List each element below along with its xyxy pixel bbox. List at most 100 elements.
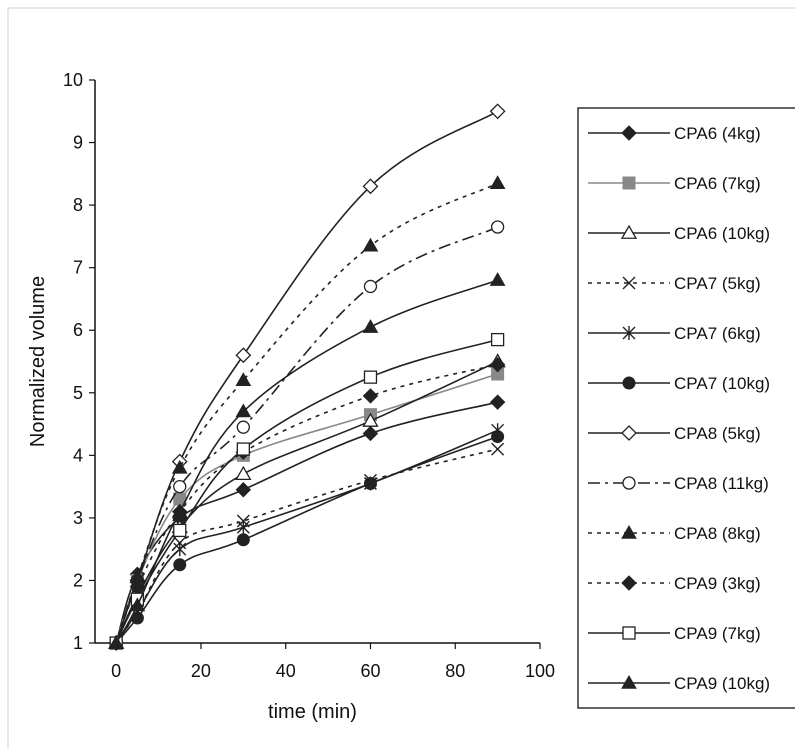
x-tick-label: 40: [276, 661, 296, 681]
legend-label: CPA7 (6kg): [674, 324, 761, 343]
legend-swatch-marker: [622, 326, 636, 340]
series-2: [109, 367, 505, 650]
data-point: [489, 103, 506, 120]
legend-label: CPA7 (5kg): [674, 274, 761, 293]
data-point: [235, 403, 252, 418]
x-axis-label: time (min): [268, 701, 357, 723]
y-axis-label: Normalized volume: [27, 276, 49, 447]
data-point: [362, 319, 379, 333]
y-tick-label: 10: [63, 70, 83, 90]
series-layer: [108, 103, 506, 651]
legend-label: CPA6 (4kg): [674, 124, 761, 143]
series-line: [115, 363, 498, 644]
data-point: [489, 175, 506, 189]
data-point: [235, 482, 252, 498]
y-tick-label: 4: [73, 445, 83, 465]
data-point: [363, 370, 378, 384]
legend-item: CPA8 (11kg): [588, 474, 769, 493]
legend-item: CPA6 (4kg): [588, 124, 761, 143]
legend-item: CPA7 (6kg): [588, 324, 761, 343]
legend-box: [577, 107, 795, 709]
legend-label: CPA9 (7kg): [674, 624, 761, 643]
data-point: [173, 542, 187, 557]
legend-item: CPA7 (5kg): [588, 274, 761, 293]
legend-item: CPA6 (10kg): [588, 224, 770, 243]
y-tick-label: 8: [73, 195, 83, 215]
legend-swatch-marker: [621, 524, 637, 539]
y-tick-label: 6: [73, 320, 83, 340]
data-point: [489, 272, 506, 286]
y-tick-label: 7: [73, 258, 83, 278]
legend-swatch-marker: [621, 125, 637, 141]
data-point: [362, 178, 379, 195]
data-point: [363, 279, 378, 294]
data-point: [236, 442, 250, 456]
data-point: [489, 394, 506, 410]
legend-label: CPA8 (11kg): [674, 474, 769, 493]
series-6: [109, 430, 505, 650]
legend-item: CPA9 (3kg): [588, 574, 761, 593]
data-point: [491, 430, 505, 444]
legend-swatch-marker: [621, 674, 637, 689]
series-12: [108, 272, 506, 649]
data-point: [171, 459, 188, 474]
data-point: [236, 533, 250, 547]
series-line: [115, 226, 498, 644]
y-tick-label: 3: [73, 508, 83, 528]
legend: CPA6 (4kg) CPA6 (7kg) CPA6 (10kg) CPA7 (5kg…: [577, 107, 795, 709]
data-point: [236, 520, 250, 535]
data-point: [129, 597, 146, 612]
x-tick-label: 20: [191, 661, 211, 681]
data-point: [235, 465, 252, 481]
data-point: [490, 220, 505, 234]
legend-swatch-marker: [622, 476, 636, 490]
legend-label: CPA8 (5kg): [674, 424, 761, 443]
data-point: [235, 372, 252, 387]
y-tick-label: 1: [73, 633, 83, 653]
y-tick-label: 5: [73, 383, 83, 403]
data-point: [362, 388, 379, 404]
legend-swatch-marker: [622, 626, 636, 640]
legend-label: CPA6 (7kg): [674, 174, 761, 193]
data-point: [173, 479, 187, 494]
y-tick-label: 2: [73, 570, 83, 590]
data-point: [171, 503, 188, 518]
legend-item: CPA8 (5kg): [588, 424, 761, 443]
series-line: [115, 110, 499, 644]
legend-item: CPA7 (10kg): [588, 374, 770, 393]
legend-label: CPA9 (10kg): [674, 674, 770, 693]
series-8: [109, 220, 505, 650]
series-5: [109, 423, 505, 650]
data-point: [236, 420, 250, 434]
x-tick-label: 100: [525, 661, 555, 681]
data-point: [490, 332, 505, 347]
data-point: [235, 347, 252, 364]
data-point: [362, 412, 379, 427]
legend-label: CPA8 (8kg): [674, 524, 761, 543]
series-11: [109, 332, 505, 650]
y-tick-label: 9: [73, 133, 83, 153]
data-point: [489, 356, 506, 373]
series-7: [108, 103, 506, 651]
series-10: [108, 356, 506, 651]
legend-item: CPA6 (7kg): [588, 174, 761, 193]
data-point: [362, 237, 379, 252]
data-point: [173, 558, 187, 572]
legend-swatch-marker: [622, 176, 636, 190]
legend-swatch-marker: [621, 575, 637, 591]
legend-item: CPA8 (8kg): [588, 524, 761, 543]
x-tick-label: 0: [111, 661, 121, 681]
legend-item: CPA9 (10kg): [588, 674, 770, 693]
data-point: [173, 523, 187, 538]
x-tick-label: 80: [445, 661, 465, 681]
legend-label: CPA6 (10kg): [674, 224, 770, 243]
data-point: [363, 476, 377, 490]
legend-label: CPA9 (3kg): [674, 574, 761, 593]
data-point: [491, 442, 505, 456]
legend-swatch-marker: [620, 224, 638, 239]
series-3: [108, 353, 506, 649]
legend-label: CPA7 (10kg): [674, 374, 770, 393]
data-point: [362, 425, 379, 442]
